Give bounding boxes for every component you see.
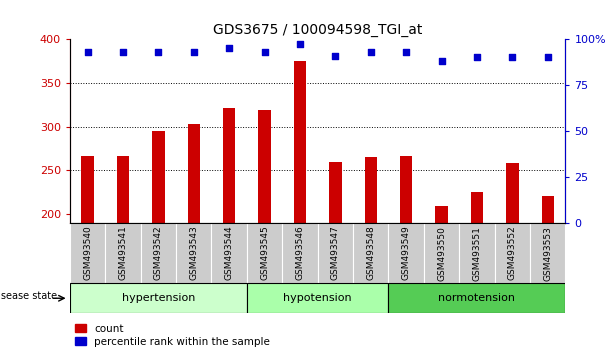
Bar [471, 192, 483, 223]
Text: GSM493548: GSM493548 [366, 226, 375, 280]
Bar [389, 283, 565, 313]
Bar [329, 162, 342, 223]
Text: hypertension: hypertension [122, 293, 195, 303]
Point [543, 55, 553, 60]
Text: GSM493551: GSM493551 [472, 225, 482, 281]
Point [401, 49, 411, 55]
Bar [188, 124, 200, 223]
Bar [247, 223, 282, 283]
Bar [212, 223, 247, 283]
Text: disease state: disease state [0, 291, 57, 301]
Bar [317, 223, 353, 283]
Point [118, 49, 128, 55]
Bar [400, 155, 412, 223]
Point [295, 42, 305, 47]
Bar [223, 108, 235, 223]
Point [366, 49, 376, 55]
Bar [530, 223, 565, 283]
Bar [542, 196, 554, 223]
Text: GSM493542: GSM493542 [154, 226, 163, 280]
Bar [70, 283, 247, 313]
Bar [70, 223, 105, 283]
Bar [294, 61, 306, 223]
Point [83, 49, 92, 55]
Text: GSM493541: GSM493541 [119, 226, 128, 280]
Text: GSM493546: GSM493546 [295, 226, 305, 280]
Bar [117, 155, 130, 223]
Bar [365, 157, 377, 223]
Text: GSM493544: GSM493544 [225, 226, 233, 280]
Text: normotension: normotension [438, 293, 516, 303]
Text: GSM493550: GSM493550 [437, 225, 446, 281]
Point [260, 49, 269, 55]
Text: GSM493543: GSM493543 [189, 226, 198, 280]
Text: GSM493545: GSM493545 [260, 226, 269, 280]
Bar [506, 164, 519, 223]
Bar [389, 223, 424, 283]
Text: GSM493552: GSM493552 [508, 226, 517, 280]
Text: GSM493547: GSM493547 [331, 226, 340, 280]
Bar [353, 223, 389, 283]
Bar [81, 155, 94, 223]
Point [154, 49, 164, 55]
Point [508, 55, 517, 60]
Point [189, 49, 199, 55]
Text: GSM493540: GSM493540 [83, 226, 92, 280]
Text: GSM493553: GSM493553 [543, 225, 552, 281]
Bar [459, 223, 495, 283]
Point [437, 58, 446, 64]
Bar [140, 223, 176, 283]
Text: GSM493549: GSM493549 [402, 226, 410, 280]
Bar [282, 223, 317, 283]
Point [472, 55, 482, 60]
Bar [176, 223, 212, 283]
Bar [105, 223, 140, 283]
Legend: count, percentile rank within the sample: count, percentile rank within the sample [75, 324, 270, 347]
Bar [495, 223, 530, 283]
Bar [152, 131, 165, 223]
Bar [247, 283, 389, 313]
Point [224, 45, 234, 51]
Bar [435, 206, 447, 223]
Title: GDS3675 / 100094598_TGI_at: GDS3675 / 100094598_TGI_at [213, 23, 423, 36]
Text: hypotension: hypotension [283, 293, 352, 303]
Bar [424, 223, 459, 283]
Bar [258, 110, 271, 223]
Point [331, 53, 340, 58]
